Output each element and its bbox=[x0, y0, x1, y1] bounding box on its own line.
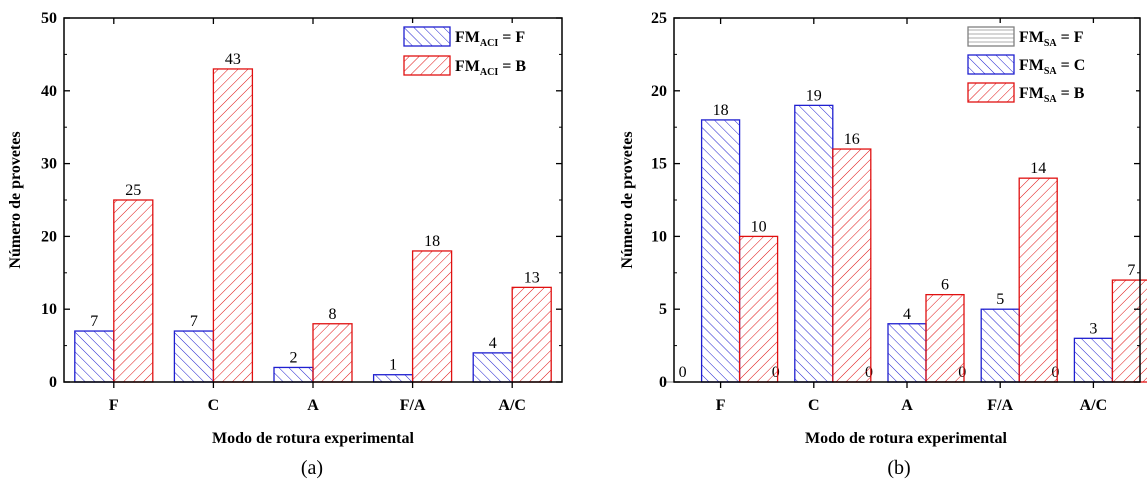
x-tick-label: F bbox=[109, 397, 119, 414]
y-tick-label: 10 bbox=[651, 228, 667, 245]
data-label: 7 bbox=[190, 313, 198, 330]
bar bbox=[794, 104, 834, 383]
bar bbox=[74, 330, 115, 383]
x-tick-label: A/C bbox=[1080, 397, 1108, 414]
legend-tail: = F bbox=[498, 29, 525, 46]
data-label: 7 bbox=[90, 313, 98, 330]
y-tick-label: 20 bbox=[41, 228, 57, 245]
bar bbox=[980, 308, 1020, 383]
data-label: 4 bbox=[903, 306, 911, 323]
x-tick-label: F bbox=[716, 397, 726, 414]
panel-label: (a) bbox=[301, 457, 323, 479]
bar bbox=[511, 286, 552, 383]
bar bbox=[925, 293, 965, 383]
legend-subscript: SA bbox=[1044, 66, 1058, 77]
y-tick-label: 10 bbox=[41, 301, 57, 318]
legend-main: FM bbox=[1019, 57, 1044, 74]
x-tick-label: F/A bbox=[400, 397, 426, 414]
y-axis-title: Número de provetes bbox=[619, 131, 636, 268]
legend-swatch bbox=[403, 55, 451, 76]
legend-subscript: SA bbox=[1044, 94, 1058, 105]
bar bbox=[738, 235, 779, 383]
y-axis-title: Número de provetes bbox=[7, 131, 24, 268]
y-tick-label: 50 bbox=[41, 10, 57, 27]
y-tick-label: 0 bbox=[659, 374, 667, 391]
bar bbox=[273, 366, 314, 383]
data-label: 6 bbox=[941, 277, 949, 294]
data-label: 18 bbox=[424, 233, 440, 250]
legend-main: FM bbox=[455, 29, 480, 46]
data-label: 4 bbox=[489, 335, 497, 352]
x-axis-title: Modo de rotura experimental bbox=[805, 430, 1007, 447]
y-tick-label: 30 bbox=[41, 156, 57, 173]
legend-label: FMSA = B bbox=[1019, 85, 1085, 105]
legend-label: FMACI = F bbox=[455, 29, 525, 49]
legend-swatch bbox=[403, 26, 451, 47]
bar bbox=[472, 352, 513, 383]
data-label: 7 bbox=[1127, 262, 1135, 279]
x-tick-label: A bbox=[901, 397, 913, 414]
bar bbox=[411, 250, 453, 383]
bar bbox=[700, 119, 741, 383]
legend-swatch bbox=[967, 82, 1015, 103]
legend-main: FM bbox=[1019, 85, 1044, 102]
bar bbox=[1073, 337, 1114, 383]
y-tick-label: 40 bbox=[41, 83, 57, 100]
data-label: 43 bbox=[225, 51, 241, 68]
bar bbox=[173, 330, 215, 383]
legend-tail: = B bbox=[1057, 85, 1085, 102]
chart-b: 000001819453101661470510152025FCAF/AA/CM… bbox=[619, 10, 1147, 479]
data-label: 0 bbox=[679, 364, 687, 381]
bar bbox=[887, 323, 927, 383]
data-label: 18 bbox=[713, 102, 729, 119]
legend-swatch bbox=[967, 54, 1015, 75]
data-label: 16 bbox=[844, 131, 860, 148]
data-label: 10 bbox=[751, 218, 767, 235]
legend-main: FM bbox=[1019, 29, 1044, 46]
data-label: 14 bbox=[1030, 160, 1046, 177]
data-label: 3 bbox=[1089, 320, 1097, 337]
y-tick-label: 0 bbox=[49, 374, 57, 391]
x-axis-title: Modo de rotura experimental bbox=[212, 430, 414, 447]
x-tick-label: F/A bbox=[987, 397, 1013, 414]
y-tick-label: 5 bbox=[659, 301, 667, 318]
legend-label: FMSA = F bbox=[1019, 29, 1084, 49]
x-tick-label: C bbox=[208, 397, 220, 414]
chart-a: 7 7 2 1 4 25 43 8 18 13 0 10 20 30 40 50 F C A F/A A/C Modo d… bbox=[7, 10, 563, 479]
bar bbox=[312, 323, 353, 383]
bar bbox=[1111, 279, 1147, 383]
legend-swatch bbox=[967, 26, 1015, 47]
legend-tail: = F bbox=[1057, 29, 1084, 46]
x-tick-label: A bbox=[307, 397, 319, 414]
y-tick-label: 25 bbox=[651, 10, 667, 27]
y-tick-label: 15 bbox=[651, 156, 667, 173]
data-label: 5 bbox=[996, 291, 1004, 308]
y-tick-label: 20 bbox=[651, 83, 667, 100]
legend-subscript: SA bbox=[1044, 38, 1058, 49]
bar bbox=[832, 148, 872, 383]
data-label: 1 bbox=[389, 357, 397, 374]
bar bbox=[1018, 177, 1058, 383]
legend-subscript: ACI bbox=[480, 38, 498, 49]
legend-tail: = C bbox=[1057, 57, 1086, 74]
data-label: 13 bbox=[524, 269, 540, 286]
legend-label: FMSA = C bbox=[1019, 57, 1085, 77]
legend-label: FMACI = B bbox=[455, 58, 526, 78]
legend-subscript: ACI bbox=[480, 67, 498, 78]
legend-tail: = B bbox=[498, 58, 526, 75]
x-tick-label: C bbox=[808, 397, 820, 414]
data-label: 8 bbox=[329, 306, 337, 323]
data-label: 25 bbox=[125, 182, 141, 199]
bar bbox=[113, 199, 154, 383]
x-tick-label: A/C bbox=[498, 397, 526, 414]
data-label: 2 bbox=[290, 349, 298, 366]
data-label: 19 bbox=[806, 87, 822, 104]
panel-label: (b) bbox=[887, 457, 910, 479]
legend-main: FM bbox=[455, 58, 480, 75]
bar bbox=[372, 374, 414, 383]
bar bbox=[212, 68, 254, 383]
